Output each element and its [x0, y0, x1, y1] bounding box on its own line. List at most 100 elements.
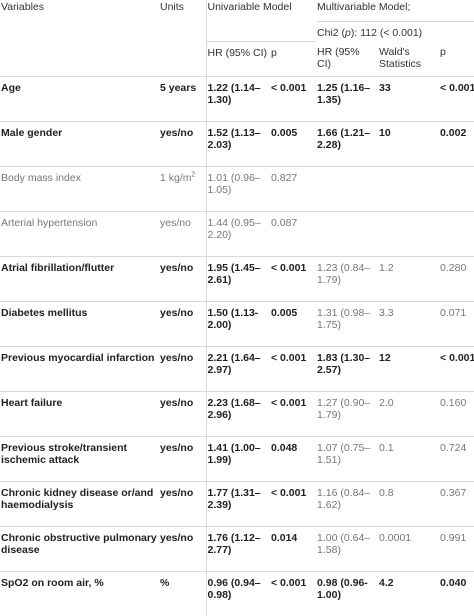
row-hr-univariable: 2.21 (1.64–2.97)	[206, 347, 270, 392]
row-p-univariable: < 0.001	[270, 482, 316, 527]
row-wald-statistic: 0.1	[378, 437, 439, 482]
header-hr-multi: HR (95% CI)	[316, 41, 378, 77]
row-p-univariable: 0.048	[270, 437, 316, 482]
row-wald-statistic: 0.8	[378, 482, 439, 527]
chi2-line: Chi2 (p): 112 (< 0.001)	[317, 21, 474, 40]
row-unit: yes/no	[159, 212, 206, 257]
multivariable-model-label: Multivariable Model;	[317, 2, 474, 14]
row-p-univariable: < 0.001	[270, 77, 316, 122]
row-unit: 1 kg/m2	[159, 167, 206, 212]
row-variable: SpO2 on room air, %	[0, 572, 159, 616]
row-wald-statistic: 4.2	[378, 572, 439, 616]
row-wald-statistic: 0.0001	[378, 527, 439, 572]
row-p-multivariable: 0.367	[439, 482, 474, 527]
row-variable: Arterial hypertension	[0, 212, 159, 257]
row-variable: Previous stroke/transient ischemic attac…	[0, 437, 159, 482]
row-hr-univariable: 0.96 (0.94–0.98)	[206, 572, 270, 616]
row-wald-statistic: 12	[378, 347, 439, 392]
row-variable: Chronic kidney disease or/and haemodialy…	[0, 482, 159, 527]
row-wald-statistic: 33	[378, 77, 439, 122]
row-p-univariable: < 0.001	[270, 572, 316, 616]
row-hr-multivariable: 1.23 (0.84–1.79)	[316, 257, 378, 302]
row-wald-statistic: 2.0	[378, 392, 439, 437]
header-wald: Wald's Statistics	[378, 41, 439, 77]
row-unit: yes/no	[159, 257, 206, 302]
header-multivariable-model: Multivariable Model; Chi2 (p): 112 (< 0.…	[316, 0, 474, 41]
row-hr-multivariable: 0.98 (0.96-1.00)	[316, 572, 378, 616]
row-variable: Previous myocardial infarction	[0, 347, 159, 392]
row-hr-univariable: 2.23 (1.68–2.96)	[206, 392, 270, 437]
row-p-univariable: 0.014	[270, 527, 316, 572]
row-hr-univariable: 1.76 (1.12–2.77)	[206, 527, 270, 572]
row-hr-univariable: 1.50 (1.13-2.00)	[206, 302, 270, 347]
row-hr-multivariable: 1.16 (0.84–1.62)	[316, 482, 378, 527]
row-wald-statistic	[378, 212, 439, 257]
row-unit: %	[159, 572, 206, 616]
row-p-multivariable	[439, 212, 474, 257]
row-unit: yes/no	[159, 347, 206, 392]
row-hr-multivariable: 1.07 (0.75–1.51)	[316, 437, 378, 482]
row-variable: Heart failure	[0, 392, 159, 437]
row-wald-statistic: 10	[378, 122, 439, 167]
row-hr-multivariable	[316, 212, 378, 257]
row-p-univariable: < 0.001	[270, 347, 316, 392]
row-variable: Age	[0, 77, 159, 122]
header-row-1: Variables Units Univariable Model Multiv…	[0, 0, 474, 41]
row-variable: Atrial fibrillation/flutter	[0, 257, 159, 302]
header-p-uni: p	[270, 41, 316, 77]
row-p-multivariable: 0.724	[439, 437, 474, 482]
row-p-multivariable	[439, 167, 474, 212]
row-unit: yes/no	[159, 437, 206, 482]
header-variables: Variables	[0, 0, 159, 77]
row-hr-multivariable: 1.83 (1.30–2.57)	[316, 347, 378, 392]
row-p-multivariable: < 0.001	[439, 77, 474, 122]
row-hr-multivariable: 1.31 (0.98–1.75)	[316, 302, 378, 347]
header-univariable-model: Univariable Model	[206, 0, 316, 41]
unit-superscript: 2	[192, 172, 196, 179]
row-p-multivariable: 0.071	[439, 302, 474, 347]
row-unit: yes/no	[159, 302, 206, 347]
row-variable: Diabetes mellitus	[0, 302, 159, 347]
row-unit: 5 years	[159, 77, 206, 122]
row-p-univariable: < 0.001	[270, 257, 316, 302]
row-p-multivariable: 0.991	[439, 527, 474, 572]
row-hr-univariable: 1.41 (1.00–1.99)	[206, 437, 270, 482]
row-variable: Male gender	[0, 122, 159, 167]
row-p-univariable: 0.005	[270, 302, 316, 347]
header-p-multi: p	[439, 41, 474, 77]
row-p-multivariable: 0.040	[439, 572, 474, 616]
table-row: Previous stroke/transient ischemic attac…	[0, 437, 474, 482]
row-p-univariable: 0.827	[270, 167, 316, 212]
row-p-multivariable: 0.160	[439, 392, 474, 437]
row-hr-univariable: 1.22 (1.14–1.30)	[206, 77, 270, 122]
row-hr-univariable: 1.95 (1.45–2.61)	[206, 257, 270, 302]
row-p-univariable: 0.087	[270, 212, 316, 257]
row-unit: yes/no	[159, 122, 206, 167]
row-p-multivariable: < 0.001	[439, 347, 474, 392]
row-unit: yes/no	[159, 482, 206, 527]
row-variable: Body mass index	[0, 167, 159, 212]
row-wald-statistic: 3.3	[378, 302, 439, 347]
row-variable: Chronic obstructive pulmonary disease	[0, 527, 159, 572]
table-row: SpO2 on room air, %%0.96 (0.94–0.98)< 0.…	[0, 572, 474, 616]
row-p-multivariable: 0.002	[439, 122, 474, 167]
row-p-univariable: 0.005	[270, 122, 316, 167]
row-p-univariable: < 0.001	[270, 392, 316, 437]
row-hr-univariable: 1.44 (0.95–2.20)	[206, 212, 270, 257]
row-hr-multivariable: 1.66 (1.21–2.28)	[316, 122, 378, 167]
row-hr-univariable: 1.77 (1.31–2.39)	[206, 482, 270, 527]
row-wald-statistic: 1.2	[378, 257, 439, 302]
table-row: Chronic kidney disease or/and haemodialy…	[0, 482, 474, 527]
row-hr-multivariable: 1.00 (0.64–1.58)	[316, 527, 378, 572]
header-hr-uni: HR (95% CI)	[206, 41, 270, 77]
row-unit: yes/no	[159, 392, 206, 437]
